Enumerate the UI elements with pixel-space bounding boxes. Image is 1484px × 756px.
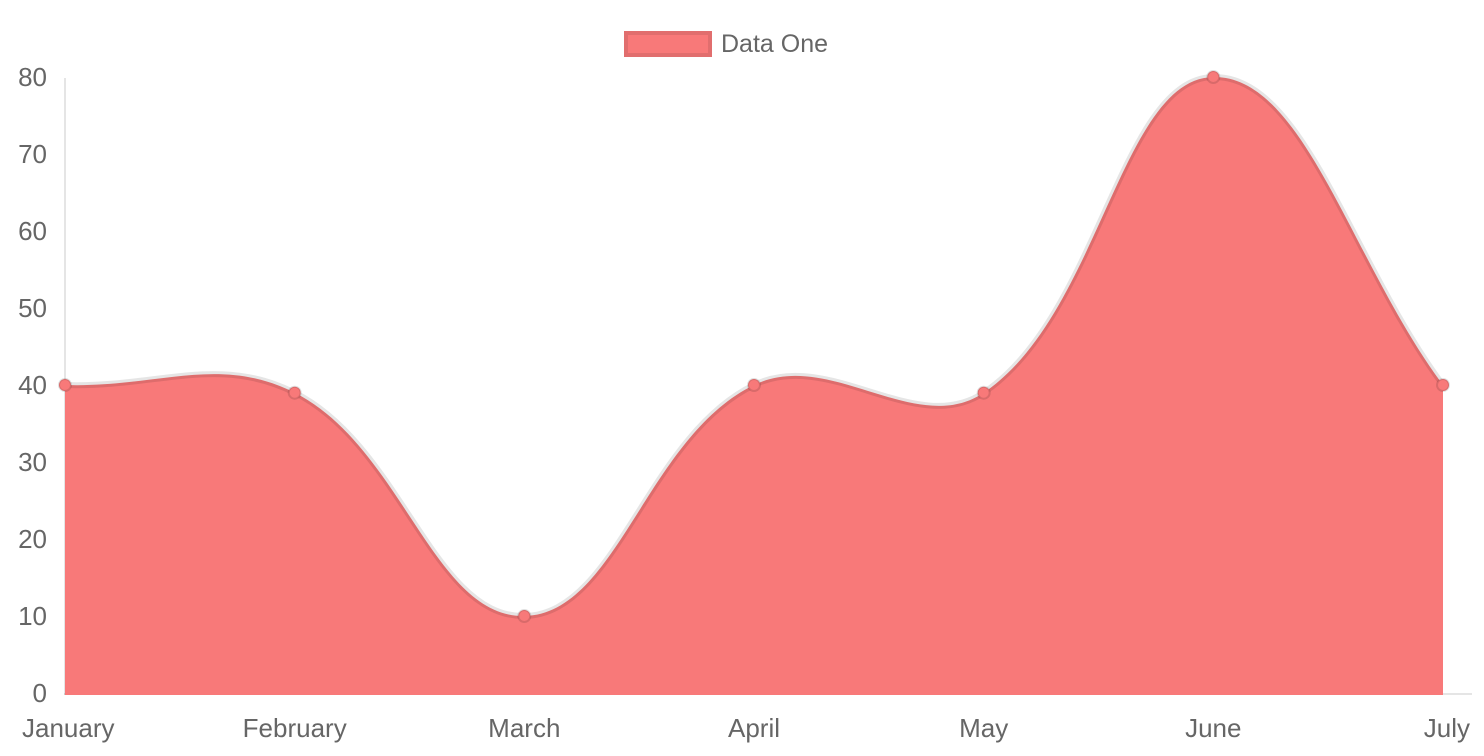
x-tick-label-january: January (22, 713, 115, 743)
y-tick-label-50: 50 (18, 293, 47, 323)
data-point-june[interactable] (1206, 70, 1221, 84)
y-tick-label-70: 70 (18, 139, 47, 169)
y-tick-label-0: 0 (33, 678, 47, 708)
y-tick-label-80: 80 (18, 62, 47, 92)
data-point-july[interactable] (1436, 378, 1450, 392)
legend: Data One (624, 31, 828, 57)
legend-item-data-one[interactable]: Data One (624, 31, 828, 57)
data-point-april[interactable] (747, 378, 761, 392)
x-tick-label-june: June (1185, 713, 1241, 743)
y-tick-label-60: 60 (18, 216, 47, 246)
x-tick-label-march: March (488, 713, 560, 743)
data-point-february[interactable] (287, 385, 302, 400)
data-point-march[interactable] (517, 609, 532, 623)
x-tick-label-may: May (959, 713, 1008, 743)
y-tick-label-30: 30 (18, 447, 47, 477)
y-tick-label-20: 20 (18, 524, 47, 554)
x-tick-label-april: April (728, 713, 780, 743)
legend-swatch (624, 31, 712, 57)
x-tick-label-july: July (1424, 713, 1470, 743)
x-tick-label-february: February (243, 713, 347, 743)
data-point-may[interactable] (976, 385, 991, 400)
line-path (62, 73, 1446, 620)
legend-label: Data One (721, 30, 829, 58)
data-point-january[interactable] (58, 378, 72, 392)
y-tick-label-40: 40 (18, 370, 47, 400)
y-tick-label-10: 10 (18, 601, 47, 631)
